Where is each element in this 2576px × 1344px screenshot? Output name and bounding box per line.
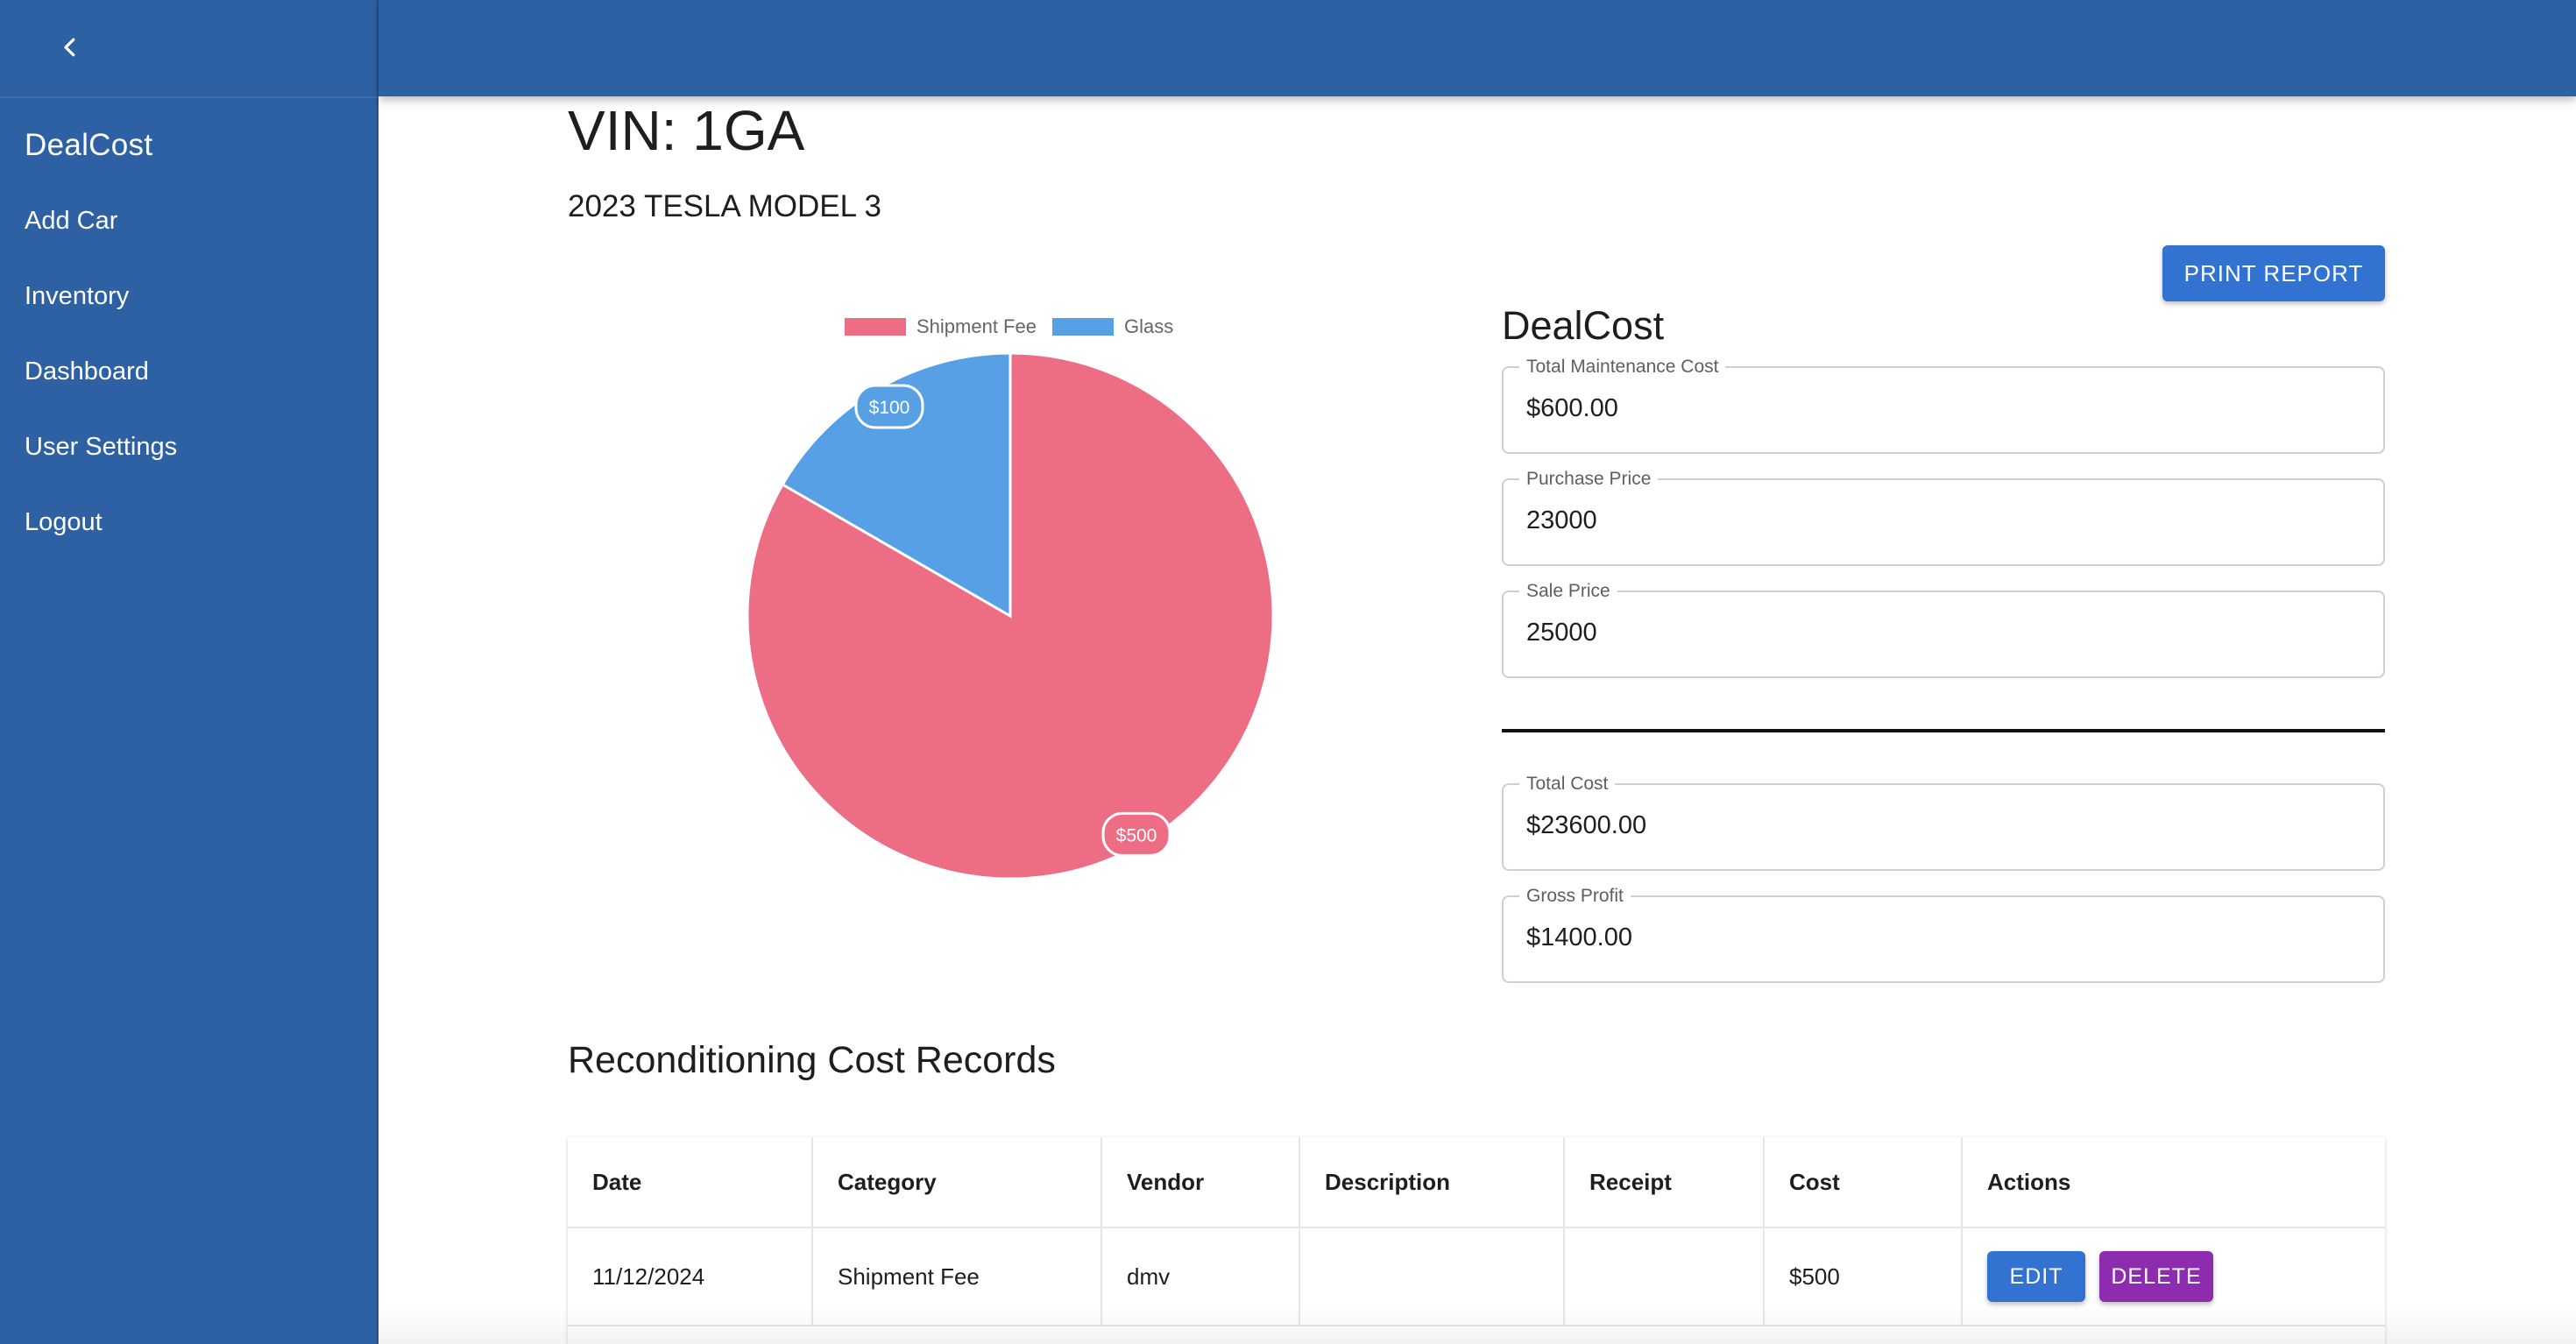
cell-receipt [1565,1228,1765,1325]
sidebar-item-inventory[interactable]: Inventory [25,282,130,310]
column-header-date[interactable]: Date [568,1137,813,1227]
svg-text:$500: $500 [1116,825,1157,845]
field-label: Gross Profit [1519,886,1631,907]
pie-data-label: $500 [1101,811,1171,857]
chart-legend: Shipment Fee Glass [845,315,1173,338]
field-label: Total Maintenance Cost [1519,357,1726,378]
records-table: Date Category Vendor Description Receipt… [568,1137,2385,1344]
field-label: Total Cost [1519,774,1616,795]
sidebar-item-user-settings[interactable]: User Settings [25,433,178,461]
sale-price-input[interactable] [1526,619,2315,647]
column-header-description[interactable]: Description [1300,1137,1565,1227]
field-label: Sale Price [1519,581,1617,602]
legend-item-glass[interactable]: Glass [1051,315,1174,338]
chevron-left-icon [64,38,75,57]
legend-swatch [1051,318,1114,336]
legend-swatch [845,318,906,336]
edit-button[interactable]: EDIT [1987,1251,2085,1302]
legend-label: Shipment Fee [916,315,1037,337]
cell-actions: EDIT DELETE [1963,1228,2385,1325]
total-cost-input[interactable] [1526,811,2315,840]
gross-profit-field: Gross Profit [1502,886,2385,983]
top-app-bar [379,0,2576,96]
legend-label: Glass [1123,315,1174,337]
table-row: 11/12/2024 Shipment Fee dmv $500 EDIT DE… [568,1228,2385,1326]
cost-pie-chart: $500 $100 [745,350,1276,881]
sale-price-field: Sale Price [1502,581,2385,678]
delete-button[interactable]: DELETE [2099,1251,2213,1302]
legend-item-shipment-fee[interactable]: Shipment Fee [845,315,1037,338]
page-title: VIN: 1GA [568,99,805,162]
dealcost-heading: DealCost [1502,303,1665,348]
column-header-receipt[interactable]: Receipt [1565,1137,1765,1227]
column-header-vendor[interactable]: Vendor [1102,1137,1300,1227]
purchase-price-input[interactable] [1526,506,2315,535]
summary-divider [1502,729,2385,732]
sidebar-item-add-car[interactable]: Add Car [25,207,118,235]
cell-description [1300,1228,1565,1325]
field-label: Purchase Price [1519,469,1659,490]
table-header-row: Date Category Vendor Description Receipt… [568,1137,2385,1228]
column-header-actions: Actions [1987,1168,2071,1195]
collapse-sidebar-button[interactable] [49,26,91,68]
column-header-category[interactable]: Category [813,1137,1102,1227]
sidebar-divider [0,96,379,98]
pie-svg: $500 $100 [746,351,1275,881]
svg-text:$100: $100 [869,398,910,418]
column-header-cost[interactable]: Cost [1765,1137,1963,1227]
cell-cost: $500 [1765,1228,1963,1325]
print-report-button[interactable]: PRINT REPORT [2162,245,2385,301]
purchase-price-field: Purchase Price [1502,469,2385,566]
total-cost-field: Total Cost [1502,774,2385,871]
records-title: Reconditioning Cost Records [568,1039,1056,1081]
cell-category: Shipment Fee [813,1228,1102,1325]
cell-vendor: dmv [1102,1228,1300,1325]
cell-date: 11/12/2024 [568,1228,813,1325]
gross-profit-input[interactable] [1526,923,2315,952]
car-subtitle: 2023 TESLA MODEL 3 [568,189,881,223]
sidebar-item-dashboard[interactable]: Dashboard [25,357,149,386]
sidebar-item-logout[interactable]: Logout [25,508,103,536]
pie-data-label: $100 [854,384,924,429]
sidebar: DealCost Add Car Inventory Dashboard Use… [0,0,379,1344]
total-maintenance-cost-field: Total Maintenance Cost [1502,357,2385,454]
sidebar-brand[interactable]: DealCost [25,128,153,162]
total-maintenance-cost-input[interactable] [1526,394,2315,423]
